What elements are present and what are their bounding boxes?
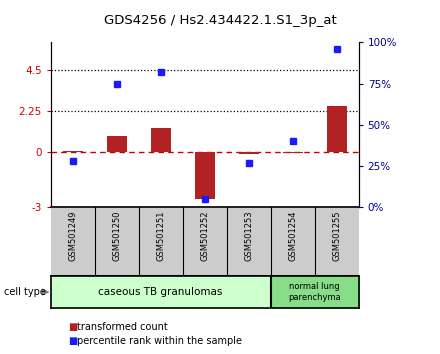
Bar [107,136,127,152]
Text: percentile rank within the sample: percentile rank within the sample [77,336,242,346]
Bar [63,151,83,152]
Bar [238,152,259,154]
Bar [326,105,347,152]
Text: GSM501249: GSM501249 [68,211,77,261]
Text: GSM501254: GSM501254 [288,211,297,261]
Text: ■: ■ [68,336,77,346]
Bar [150,127,171,152]
Text: GSM501250: GSM501250 [112,211,121,261]
Text: cell type: cell type [4,287,46,297]
Text: ■: ■ [68,322,77,332]
Text: normal lung
parenchyma: normal lung parenchyma [288,282,341,302]
Text: transformed count: transformed count [77,322,168,332]
Bar [283,152,303,153]
Text: GSM501255: GSM501255 [332,211,341,261]
Text: GSM501252: GSM501252 [200,211,209,261]
Text: GDS4256 / Hs2.434422.1.S1_3p_at: GDS4256 / Hs2.434422.1.S1_3p_at [104,14,336,27]
Text: caseous TB granulomas: caseous TB granulomas [99,287,223,297]
Text: GSM501251: GSM501251 [156,211,165,261]
Bar [194,152,215,199]
Text: GSM501253: GSM501253 [244,211,253,261]
